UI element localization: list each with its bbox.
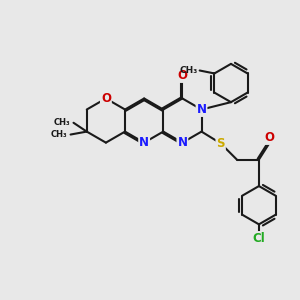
Text: O: O <box>265 131 275 144</box>
Text: CH₃: CH₃ <box>54 118 70 127</box>
Text: CH₃: CH₃ <box>179 66 197 75</box>
Text: N: N <box>139 136 149 149</box>
Text: N: N <box>196 103 206 116</box>
Text: O: O <box>101 92 111 105</box>
Text: Cl: Cl <box>253 232 265 245</box>
Text: S: S <box>216 137 225 150</box>
Text: CH₃: CH₃ <box>51 130 68 139</box>
Text: N: N <box>177 136 188 149</box>
Text: O: O <box>177 69 188 82</box>
